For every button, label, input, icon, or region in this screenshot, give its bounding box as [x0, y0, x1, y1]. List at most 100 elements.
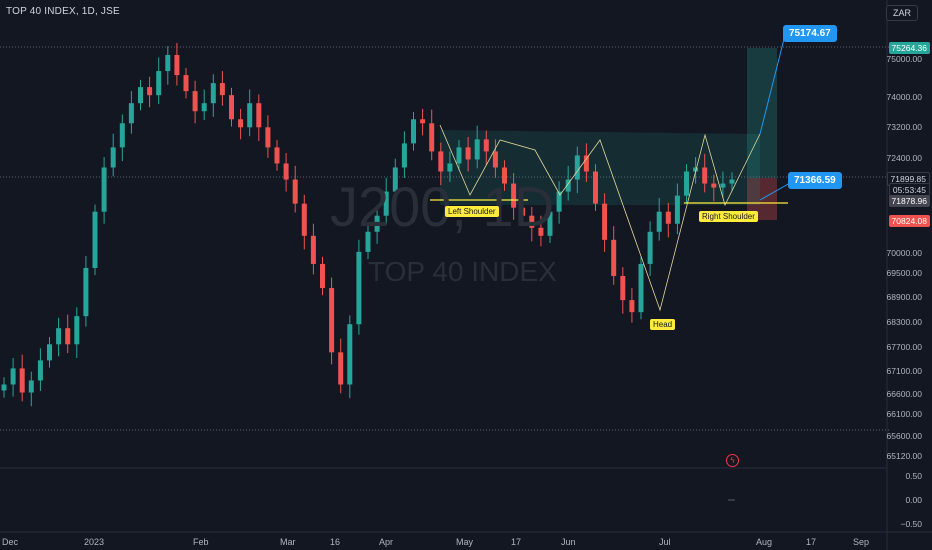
candle-body [10, 368, 16, 385]
candle-body [74, 316, 80, 345]
candle-body [65, 328, 71, 345]
right-shoulder-label: Right Shoulder [699, 211, 758, 222]
osc-axis-label: 0.50 [905, 471, 922, 481]
candle-body [674, 195, 680, 224]
candle-body [711, 183, 717, 188]
lightning-icon[interactable]: ϟ [726, 454, 739, 467]
candle-body [365, 231, 371, 252]
price-axis-label: 68900.00 [886, 292, 922, 302]
candle-body [256, 103, 262, 128]
head-label: Head [650, 319, 676, 330]
candle-body [447, 163, 453, 172]
time-axis-label: May [456, 537, 474, 547]
candle-body [702, 167, 708, 184]
price-axis-label: 73200.00 [886, 122, 922, 132]
candle-body [19, 368, 25, 393]
candle-body [183, 75, 189, 92]
candle-body [47, 344, 52, 361]
price-axis-label: 67700.00 [886, 342, 922, 352]
candle-body [210, 83, 216, 104]
target-price-tag: 75264.36 [888, 42, 930, 54]
time-axis-label: Jun [561, 537, 576, 547]
entry-line [759, 182, 791, 201]
candle-body [28, 380, 34, 393]
candle-body [219, 83, 225, 96]
candle-body [411, 119, 416, 144]
price-axis-label: 65600.00 [886, 431, 922, 441]
candle-body [128, 103, 134, 124]
candle-body [465, 147, 471, 160]
candle-body [192, 91, 198, 112]
time-axis-label: Mar [280, 537, 296, 547]
price-axis-label: 72400.00 [886, 153, 922, 163]
watermark-symbol: J200, 1D [330, 175, 555, 238]
candle-body [720, 183, 726, 188]
osc-axis-label: −0.50 [900, 519, 922, 529]
candle-body [147, 87, 153, 96]
candle-body [283, 163, 289, 180]
time-axis-label: Dec [2, 537, 19, 547]
candle-body [329, 288, 335, 353]
candles [1, 42, 735, 407]
candle-body [583, 155, 589, 172]
candle-body [401, 143, 407, 168]
candle-body [229, 95, 234, 120]
candle-body [474, 139, 480, 160]
candle-body [538, 227, 544, 236]
candle-body [174, 54, 180, 76]
price-axis-label: 66100.00 [886, 409, 922, 419]
candle-body [247, 103, 253, 128]
candle-body [338, 352, 344, 385]
candle-body [201, 103, 207, 112]
candle-body [620, 275, 626, 301]
candle-body [56, 328, 62, 345]
time-axis-label: 17 [511, 537, 522, 547]
candle-body [502, 167, 507, 184]
target-line [759, 34, 786, 135]
candle-body [83, 267, 89, 317]
candle-body [92, 211, 98, 268]
candle-body [593, 171, 598, 204]
neck-price-tag: 71878.96 [888, 195, 930, 207]
price-axis-label: 67100.00 [886, 366, 922, 376]
price-axis-label: 75000.00 [886, 54, 922, 64]
time-axis-label: Jul [659, 537, 671, 547]
candle-body [110, 147, 116, 168]
time-axis-label: 17 [806, 537, 817, 547]
candle-body [565, 179, 571, 192]
candle-body [647, 231, 653, 264]
candle-body [456, 147, 462, 164]
candle-body [656, 211, 662, 232]
osc-axis-label: 0.00 [905, 495, 922, 505]
candle-body [383, 191, 389, 216]
currency-button[interactable]: ZAR [886, 5, 918, 21]
candle-body [301, 203, 307, 236]
price-axis-label: 74000.00 [886, 92, 922, 102]
stop-price-tag: 70824.08 [888, 215, 930, 227]
candle-body [265, 127, 271, 148]
price-axis-label: 68300.00 [886, 317, 922, 327]
candle-body [1, 384, 7, 391]
target-callout[interactable]: 75174.67 [783, 25, 837, 42]
candle-body [665, 211, 671, 224]
price-axis-label: 65120.00 [886, 451, 922, 461]
candle-body [156, 71, 162, 96]
candle-body [520, 207, 526, 216]
entry-callout[interactable]: 71366.59 [788, 172, 842, 189]
time-axis-label: Feb [193, 537, 209, 547]
candle-body [638, 263, 644, 313]
candle-body [483, 139, 489, 152]
candle-body [492, 151, 498, 168]
candle-body [347, 324, 353, 385]
candle-body [438, 151, 444, 172]
candle-body [119, 123, 125, 148]
candle-body [420, 119, 426, 124]
candle-body [574, 155, 580, 180]
left-shoulder-label: Left Shoulder [445, 206, 499, 217]
candle-body [392, 167, 398, 192]
time-axis-label: Sep [853, 537, 870, 547]
candle-body [238, 119, 244, 128]
candle-body [292, 179, 298, 204]
candle-body [511, 183, 517, 208]
